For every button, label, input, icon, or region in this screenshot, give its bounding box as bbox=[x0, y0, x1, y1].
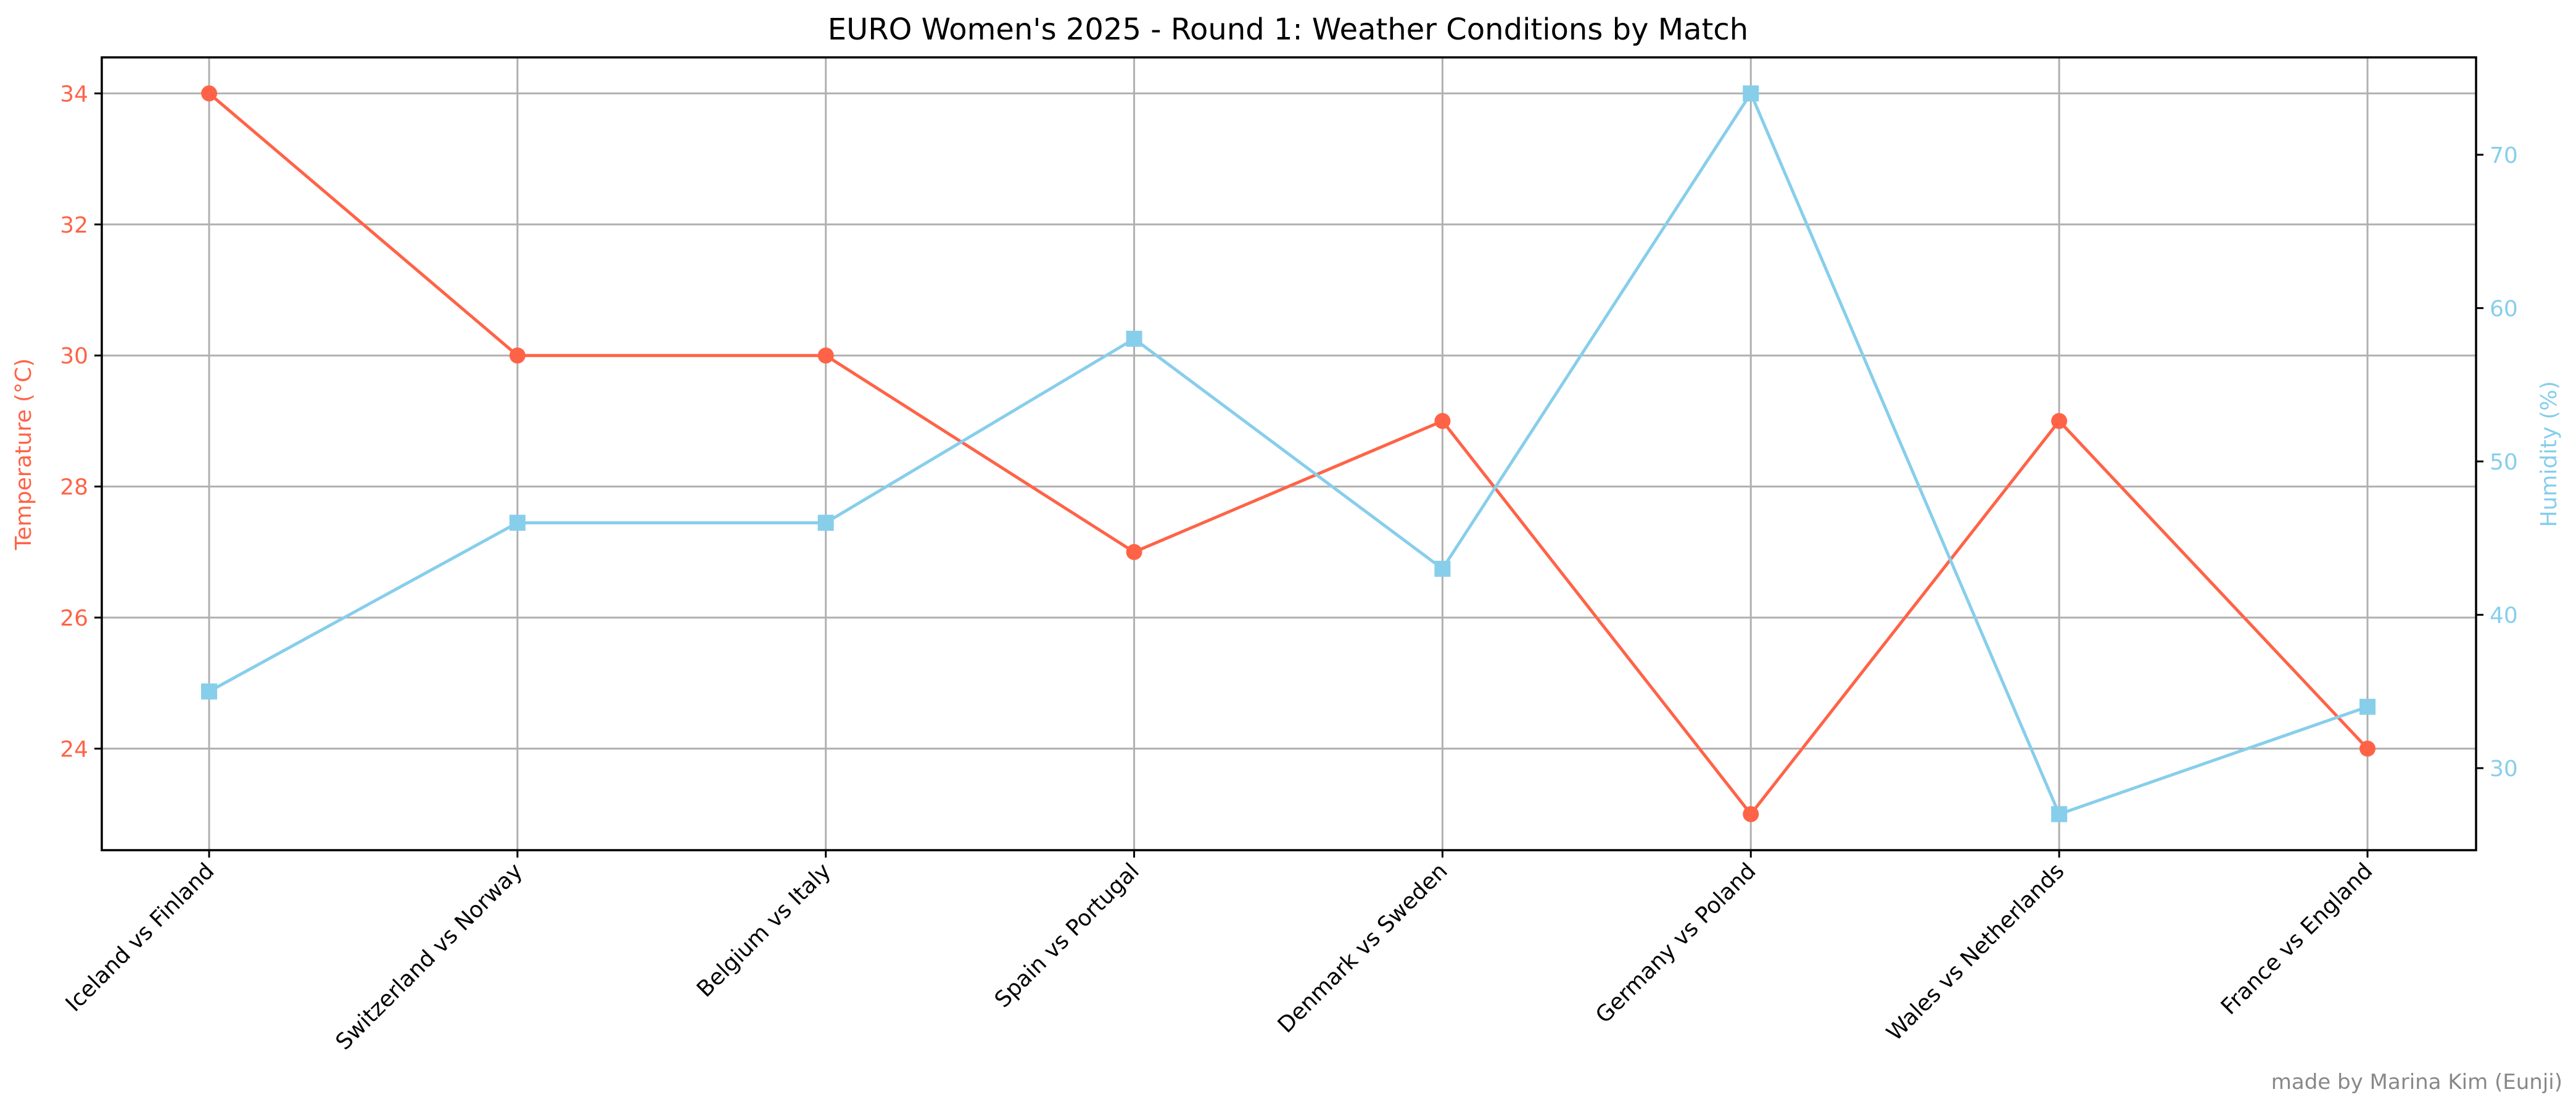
data-point bbox=[509, 347, 526, 364]
data-point bbox=[509, 515, 526, 531]
data-point bbox=[201, 683, 217, 700]
series-line bbox=[208, 91, 2368, 816]
data-point bbox=[2051, 806, 2068, 822]
right-tick-label: 60 bbox=[2490, 296, 2518, 321]
data-point bbox=[2359, 740, 2376, 757]
plot-border bbox=[101, 56, 2477, 851]
left-tick-label: 24 bbox=[60, 737, 88, 762]
plot-frame bbox=[101, 56, 2477, 851]
series-line bbox=[208, 92, 2369, 816]
right-axis-label: Humidity (%) bbox=[2537, 381, 2562, 528]
data-point bbox=[1434, 413, 1451, 429]
right-tick-label: 40 bbox=[2490, 603, 2518, 628]
data-point bbox=[1126, 544, 1142, 560]
left-tick-label: 28 bbox=[60, 475, 88, 500]
data-point bbox=[1743, 806, 1759, 822]
right-tick-label: 70 bbox=[2490, 143, 2518, 168]
right-tick-label: 50 bbox=[2490, 450, 2518, 475]
temperature-series bbox=[201, 85, 2376, 822]
left-tick-label: 30 bbox=[60, 344, 88, 369]
credit-text: made by Marina Kim (Eunji) bbox=[2271, 1070, 2562, 1094]
data-point bbox=[1126, 331, 1142, 347]
data-point bbox=[201, 85, 217, 102]
left-axis-ticks: 24 26 28 30 32 34 bbox=[60, 81, 102, 762]
right-axis-ticks: 30 40 50 60 70 bbox=[2476, 143, 2518, 782]
humidity-series bbox=[201, 85, 2376, 822]
grid-lines bbox=[102, 57, 2476, 850]
data-point bbox=[817, 347, 834, 364]
data-point bbox=[817, 515, 834, 531]
data-point bbox=[1743, 85, 1759, 102]
left-tick-label: 34 bbox=[60, 81, 88, 107]
left-axis-label: Temperature (°C) bbox=[11, 358, 36, 551]
chart-title: EURO Women's 2025 - Round 1: Weather Con… bbox=[828, 12, 1748, 47]
left-tick-label: 26 bbox=[60, 606, 88, 631]
data-point bbox=[1434, 560, 1451, 577]
data-point bbox=[2051, 413, 2068, 429]
right-tick-label: 30 bbox=[2490, 756, 2518, 782]
data-point bbox=[2359, 698, 2376, 715]
left-tick-label: 32 bbox=[60, 213, 88, 238]
